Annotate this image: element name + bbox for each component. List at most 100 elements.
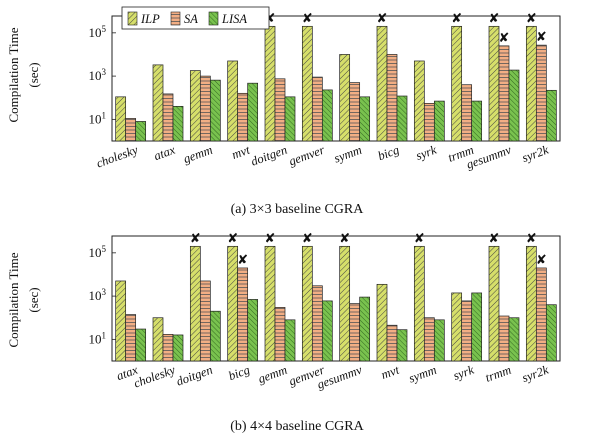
bar-sa [199, 75, 211, 142]
bar-ilp [413, 245, 425, 362]
bar-sa [274, 307, 286, 362]
bar-lisa [247, 82, 259, 142]
bar-lisa [359, 96, 371, 142]
bar-lisa [135, 121, 147, 142]
y-tick-label: 105 [89, 244, 107, 260]
bar-lisa [321, 89, 333, 142]
bar-ilp [376, 283, 388, 362]
bar-ilp [339, 245, 351, 362]
bar-lisa [433, 319, 445, 362]
bar-sa [125, 314, 137, 362]
bar-ilp [525, 25, 537, 142]
bar-ilp [301, 245, 313, 362]
bar-lisa [508, 317, 520, 362]
x-tick-label: symm [407, 363, 439, 386]
timeout-cross-icon: ✘ [302, 11, 313, 26]
y-axis-title-line-1: Compilation Time [6, 27, 21, 122]
bar-lisa [396, 329, 408, 362]
timeout-cross-icon: ✘ [265, 11, 276, 26]
bar-ilp [115, 280, 127, 362]
timeout-cross-icon: ✘ [339, 231, 350, 246]
timeout-cross-icon: ✘ [302, 231, 313, 246]
x-tick-label: syrk [414, 143, 439, 163]
bar-ilp [488, 245, 500, 362]
bar-sa [274, 78, 286, 142]
x-tick-label: symm [332, 143, 364, 166]
bar-ilp [451, 25, 463, 142]
x-tick-label: gemm [182, 143, 215, 166]
legend-swatch-sa [170, 11, 181, 26]
timeout-cross-icon: ✘ [414, 231, 425, 246]
x-tick-label: gemver [287, 143, 326, 169]
bar-lisa [545, 304, 557, 362]
bar-lisa [359, 296, 371, 362]
timeout-cross-icon: ✘ [536, 30, 547, 45]
bar-sa [125, 118, 137, 142]
timeout-cross-icon: ✘ [190, 231, 201, 246]
legend-box [121, 6, 270, 30]
y-tick-label: 101 [89, 330, 107, 346]
bar-ilp [189, 245, 201, 362]
x-tick-label: bicg [376, 143, 401, 164]
bar-lisa [209, 79, 221, 142]
caption: (b) 4×4 baseline CGRA [230, 419, 364, 434]
bar-lisa [247, 299, 259, 362]
x-tick-label: mvt [230, 142, 252, 162]
x-tick-label: doitgen [249, 143, 289, 169]
x-tick-label: atax [152, 143, 177, 164]
bar-lisa [471, 292, 483, 362]
x-tick-label: gemm [256, 363, 289, 386]
timeout-cross-icon: ✘ [499, 31, 510, 46]
y-axis: 101 103 105 [89, 24, 116, 126]
timeout-cross-icon: ✘ [526, 231, 537, 246]
bar-sa [386, 54, 398, 142]
bar-ilp [264, 25, 276, 142]
y-tick-label: 103 [89, 287, 107, 303]
bar-sa [349, 303, 361, 362]
bar-ilp [376, 25, 388, 142]
bar-lisa [135, 328, 147, 362]
bar-sa [461, 300, 473, 362]
timeout-cross-icon: ✘ [377, 11, 388, 26]
timeout-cross-icon: ✘ [237, 253, 248, 268]
bar-lisa [209, 310, 221, 362]
timeout-markers: ✘ ✘ ✘ ✘ ✘ ✘ ✘ ✘ ✘ ✘ [190, 231, 547, 268]
bar-sa [349, 82, 361, 142]
timeout-cross-icon: ✘ [536, 253, 547, 268]
legend-swatch-lisa [208, 11, 219, 26]
bar-ilp [301, 25, 313, 142]
bar-sa [199, 280, 211, 362]
bar-lisa [396, 95, 408, 142]
bar-lisa [545, 89, 557, 142]
y-axis-title-line-2: (sec) [26, 287, 41, 312]
bar-sa [461, 84, 473, 142]
bar-sa [498, 45, 510, 142]
bar-lisa [172, 105, 184, 142]
bar-ilp [152, 64, 164, 142]
plot-frame [111, 235, 561, 362]
bar-lisa [508, 69, 520, 142]
legend: ILP SA LISA [121, 6, 270, 30]
bar-sa [423, 317, 435, 362]
bar-ilp [451, 292, 463, 362]
x-tick-label: trmm [483, 363, 513, 385]
legend-label-sa: SA [184, 12, 198, 26]
bar-lisa [172, 334, 184, 362]
x-tick-label: mvt [379, 362, 401, 382]
x-tick-label: bicg [227, 363, 252, 384]
bar-sa [498, 315, 510, 362]
bar-ilp [227, 60, 239, 142]
bar-lisa [284, 96, 296, 142]
y-axis-title-line-2: (sec) [26, 62, 41, 87]
bar-sa [535, 267, 547, 362]
bar-ilp [488, 25, 500, 142]
bar-lisa [433, 100, 445, 142]
legend-label-ilp: ILP [140, 12, 160, 26]
timeout-cross-icon: ✘ [265, 231, 276, 246]
bars [115, 25, 557, 142]
bar-lisa [321, 300, 333, 362]
y-tick-label: 101 [89, 110, 107, 126]
